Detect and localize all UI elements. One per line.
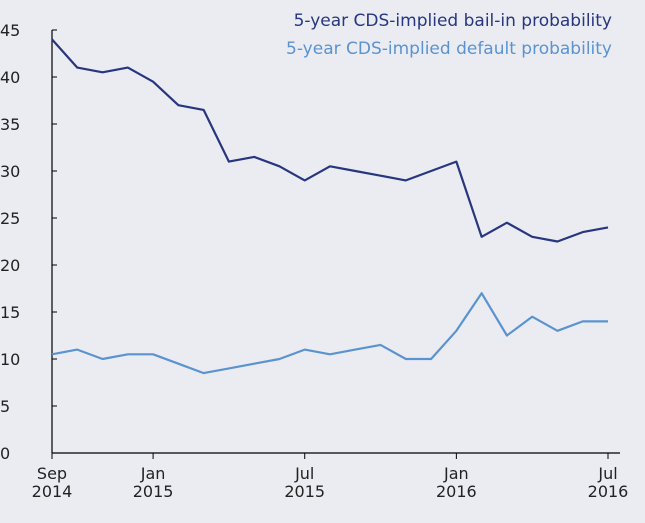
y-tick-label: 30 xyxy=(0,162,20,181)
y-tick-label: 40 xyxy=(0,68,20,87)
y-tick-label: 15 xyxy=(0,303,20,322)
y-tick-label: 45 xyxy=(0,21,20,40)
series-line xyxy=(51,38,609,243)
y-tick-label: 0 xyxy=(0,444,10,463)
y-tick-label: 25 xyxy=(0,209,20,228)
x-tick-label: Jan 2016 xyxy=(436,464,477,501)
series-line xyxy=(51,292,608,375)
x-tick-label: Sep 2014 xyxy=(32,464,73,501)
y-tick-label: 10 xyxy=(0,350,20,369)
x-tick-label: Jul 2016 xyxy=(588,464,629,501)
legend-entry: 5-year CDS-implied default probability xyxy=(286,39,612,59)
x-tick-label: Jul 2015 xyxy=(284,464,325,501)
y-tick-label: 35 xyxy=(0,115,20,134)
y-tick-label: 5 xyxy=(0,397,10,416)
y-tick-label: 20 xyxy=(0,256,20,275)
legend-entry: 5-year CDS-implied bail-in probability xyxy=(294,11,612,31)
x-tick-label: Jan 2015 xyxy=(133,464,174,501)
